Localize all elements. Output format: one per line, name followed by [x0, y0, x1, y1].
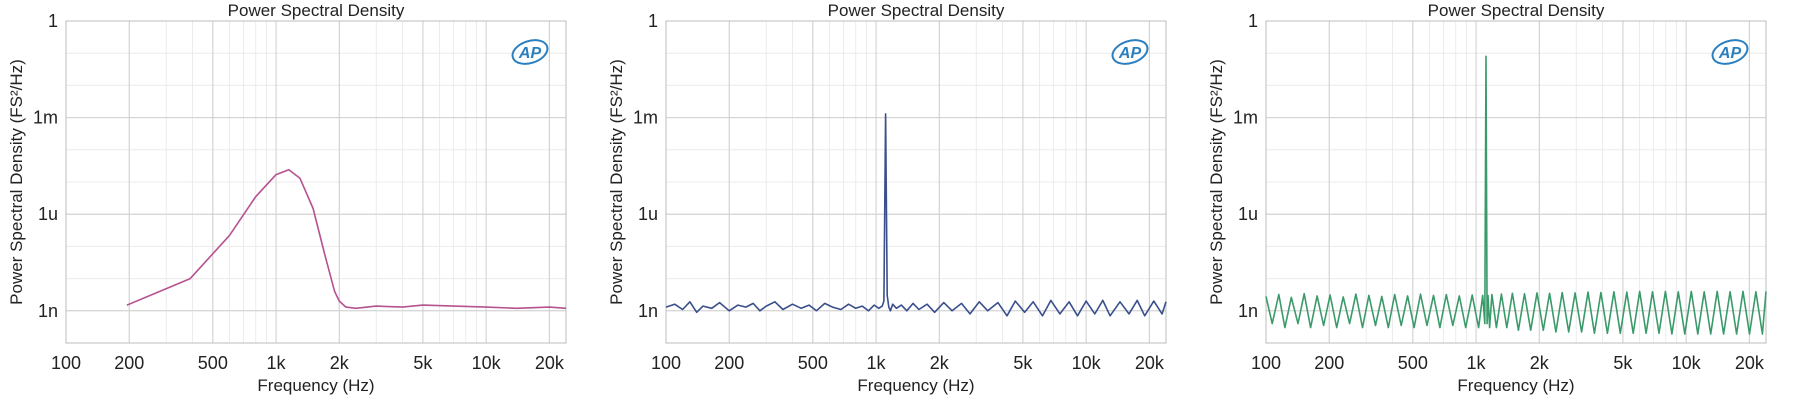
psd-chart-1: 100 200 500 1k 2k 5k 10k 20k 1 1m 1u 1n Power Spectr… [7, 1, 567, 395]
x-tick-label: 10k [472, 353, 502, 373]
ap-logo-text: AP [1118, 45, 1142, 62]
x-tick-label: 200 [1314, 353, 1344, 373]
psd-chart-panel-2: 100 200 500 1k 2k 5k 10k 20k 1 1m 1u 1n Power Spectr… [600, 0, 1200, 400]
plot-frame [65, 20, 567, 344]
chart-title: Power Spectral Density [1428, 1, 1605, 20]
x-tick-label: 1k [1467, 353, 1487, 373]
x-axis-label: Frequency (Hz) [257, 376, 374, 395]
x-tick-label: 20k [535, 353, 565, 373]
x-axis-label: Frequency (Hz) [1457, 376, 1574, 395]
x-tick-label: 1k [267, 353, 287, 373]
x-tick-label: 5k [413, 353, 433, 373]
x-tick-label: 10k [1672, 353, 1702, 373]
y-axis-label: Power Spectral Density (FS²/Hz) [7, 59, 26, 305]
x-tick-label: 500 [1398, 353, 1428, 373]
x-axis-label: Frequency (Hz) [857, 376, 974, 395]
psd-chart-3: 100 200 500 1k 2k 5k 10k 20k 1 1m 1u 1n Power Spectr… [1207, 1, 1767, 395]
chart-title: Power Spectral Density [228, 1, 405, 20]
series-line [1265, 55, 1767, 335]
chart-title: Power Spectral Density [828, 1, 1005, 20]
y-tick-label: 1u [638, 204, 658, 224]
ap-logo-text: AP [1718, 45, 1742, 62]
y-tick-label: 1u [38, 204, 58, 224]
psd-chart-panel-1: 100 200 500 1k 2k 5k 10k 20k 1 1m 1u 1n Power Spectr… [0, 0, 600, 400]
y-tick-label: 1n [1238, 301, 1258, 321]
psd-chart-panel-3: 100 200 500 1k 2k 5k 10k 20k 1 1m 1u 1n Power Spectr… [1200, 0, 1800, 400]
ap-logo-icon: AP [1111, 39, 1149, 65]
y-tick-label: 1m [633, 108, 658, 128]
psd-chart-2: 100 200 500 1k 2k 5k 10k 20k 1 1m 1u 1n Power Spectr… [607, 1, 1167, 395]
y-tick-label: 1 [648, 11, 658, 31]
x-tick-label: 100 [651, 353, 681, 373]
x-tick-label: 1k [867, 353, 887, 373]
series-line [126, 169, 567, 310]
ap-logo-icon: AP [1711, 39, 1749, 65]
series-line [665, 113, 1167, 317]
y-tick-label: 1u [1238, 204, 1258, 224]
x-tick-label: 200 [714, 353, 744, 373]
x-tick-label: 100 [51, 353, 81, 373]
y-tick-label: 1m [1233, 108, 1258, 128]
plot-frame [1265, 20, 1767, 344]
x-tick-label: 500 [198, 353, 228, 373]
x-tick-label: 200 [114, 353, 144, 373]
x-tick-label: 20k [1735, 353, 1765, 373]
y-tick-label: 1 [48, 11, 58, 31]
ap-logo-icon: AP [511, 39, 549, 65]
x-tick-label: 5k [1613, 353, 1633, 373]
x-tick-label: 2k [930, 353, 950, 373]
x-tick-label: 10k [1072, 353, 1102, 373]
y-tick-label: 1m [33, 108, 58, 128]
y-tick-label: 1n [38, 301, 58, 321]
x-tick-label: 500 [798, 353, 828, 373]
y-axis-label: Power Spectral Density (FS²/Hz) [607, 59, 626, 305]
x-tick-label: 5k [1013, 353, 1033, 373]
x-tick-label: 100 [1251, 353, 1281, 373]
x-tick-label: 2k [1530, 353, 1550, 373]
y-tick-label: 1n [638, 301, 658, 321]
y-axis-label: Power Spectral Density (FS²/Hz) [1207, 59, 1226, 305]
plot-frame [665, 20, 1167, 344]
ap-logo-text: AP [518, 45, 542, 62]
x-tick-label: 20k [1135, 353, 1165, 373]
x-tick-label: 2k [330, 353, 350, 373]
y-tick-label: 1 [1248, 11, 1258, 31]
